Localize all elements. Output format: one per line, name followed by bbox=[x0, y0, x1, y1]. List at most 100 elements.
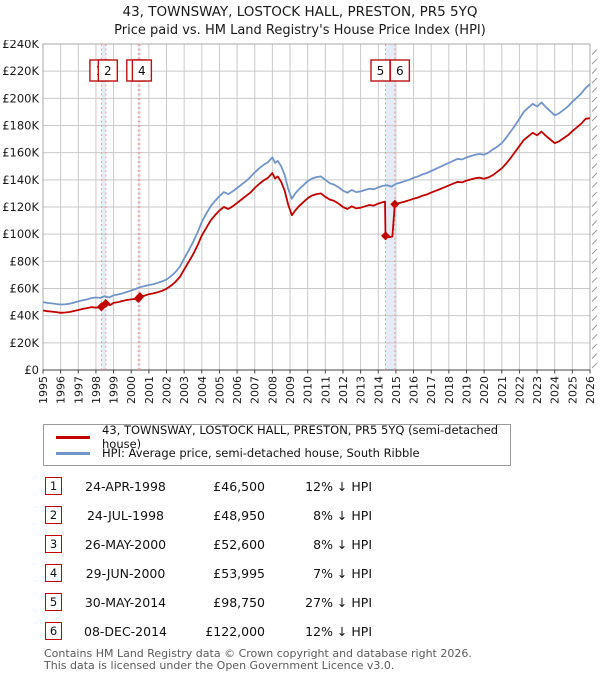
x-axis-label: 2001 bbox=[143, 376, 156, 404]
transaction-vs-hpi: 8% ↓ HPI bbox=[313, 537, 372, 552]
x-axis-labels: 1995 1996 1997 1998 1999 2000 2001 2002 2003 2004… bbox=[37, 376, 597, 404]
hatch-mark bbox=[591, 134, 598, 141]
transaction-number-badge: 2 bbox=[45, 506, 62, 524]
transaction-row: 1 24-APR-1998 £46,500 12% ↓ HPI bbox=[0, 472, 600, 501]
legend-item-hpi-label: HPI: Average price, semi-detached house,… bbox=[102, 446, 420, 460]
x-axis-label: 1997 bbox=[72, 376, 85, 404]
x-axis-label: 2019 bbox=[460, 376, 473, 404]
transaction-row: 3 26-MAY-2000 £52,600 8% ↓ HPI bbox=[0, 530, 600, 559]
footer-line-2: This data is licensed under the Open Gov… bbox=[44, 658, 395, 672]
hatch-mark bbox=[591, 68, 598, 74]
hatch-mark bbox=[591, 191, 598, 198]
transaction-date: 24-JUL-1998 bbox=[86, 508, 164, 523]
hatch-mark bbox=[591, 144, 598, 150]
y-axis-label: £40K bbox=[10, 309, 40, 323]
x-axis-label: 1998 bbox=[90, 376, 103, 404]
hatch-mark bbox=[591, 229, 598, 236]
hatch-mark bbox=[591, 343, 598, 350]
y-axis-label: £140K bbox=[2, 173, 39, 187]
x-axis-label: 2002 bbox=[161, 376, 174, 404]
x-axis-label: 2006 bbox=[231, 376, 244, 404]
price-history-chart: 123456£0£20K£40K£60K£80K£100K£120K£140K£… bbox=[2, 40, 598, 404]
y-axis-label: £240K bbox=[2, 40, 39, 51]
hatch-mark bbox=[591, 49, 598, 55]
transaction-row: 6 08-DEC-2014 £122,000 12% ↓ HPI bbox=[0, 617, 600, 646]
transaction-number-badge: 4 bbox=[45, 564, 62, 582]
footer-line-1: Contains HM Land Registry data © Crown c… bbox=[44, 647, 472, 660]
x-axis-label: 2010 bbox=[302, 376, 315, 404]
hatch-mark bbox=[591, 220, 598, 226]
property-line bbox=[42, 117, 591, 314]
x-axis-label: 1999 bbox=[108, 376, 121, 404]
future-hatch bbox=[591, 49, 598, 369]
y-axis-label: £60K bbox=[10, 282, 40, 296]
event-label-box bbox=[131, 59, 153, 82]
hatch-mark bbox=[591, 286, 598, 293]
x-axis-ticks bbox=[42, 370, 591, 374]
x-axis-label: 2020 bbox=[478, 376, 491, 404]
transaction-number-badge: 1 bbox=[45, 477, 62, 495]
hatch-mark bbox=[591, 362, 598, 369]
transaction-price: £98,750 bbox=[213, 595, 265, 610]
property-line-swatch bbox=[56, 435, 90, 439]
y-axis-label: £0 bbox=[24, 363, 39, 377]
y-axis-label: £80K bbox=[10, 254, 40, 268]
x-axis-label: 2026 bbox=[584, 376, 597, 404]
page-title: 43, TOWNSWAY, LOSTOCK HALL, PRESTON, PR5… bbox=[122, 4, 478, 20]
x-axis-label: 2024 bbox=[549, 376, 562, 404]
page-subtitle: Price paid vs. HM Land Registry's House … bbox=[114, 23, 486, 38]
legend-item-property-label: 43, TOWNSWAY, LOSTOCK HALL, PRESTON, PR5… bbox=[102, 423, 499, 451]
transaction-date: 29-JUN-2000 bbox=[85, 566, 166, 581]
sale-marker bbox=[390, 199, 400, 209]
event-label-number: 5 bbox=[377, 64, 385, 78]
x-axis-label: 2007 bbox=[249, 376, 262, 404]
hatch-mark bbox=[591, 125, 598, 131]
event-label-number: 4 bbox=[138, 64, 146, 78]
hatch-mark bbox=[591, 96, 598, 103]
transaction-vs-hpi: 7% ↓ HPI bbox=[313, 566, 372, 581]
transaction-row: 5 30-MAY-2014 £98,750 27% ↓ HPI bbox=[0, 588, 600, 617]
hatch-mark bbox=[591, 277, 598, 283]
legend-item-hpi: HPI: Average price, semi-detached house,… bbox=[52, 445, 502, 461]
transaction-date: 26-MAY-2000 bbox=[84, 537, 167, 552]
x-axis-label: 2016 bbox=[408, 376, 421, 404]
x-axis-label: 2017 bbox=[425, 376, 438, 404]
y-axis-label: £100K bbox=[2, 227, 39, 241]
x-axis-label: 1996 bbox=[55, 376, 68, 404]
hatch-mark bbox=[591, 334, 598, 340]
hatch-mark bbox=[591, 163, 598, 169]
transaction-vs-hpi: 12% ↓ HPI bbox=[305, 624, 372, 639]
transaction-price: £122,000 bbox=[205, 624, 265, 639]
license-footer: Contains HM Land Registry data © Crown c… bbox=[44, 648, 472, 671]
hatch-mark bbox=[591, 239, 598, 245]
y-axis-label: £120K bbox=[2, 200, 39, 214]
x-axis-label: 2021 bbox=[496, 376, 509, 404]
transaction-vs-hpi: 27% ↓ HPI bbox=[305, 595, 372, 610]
y-axis-labels: £0 £20K £40K £60K £80K £100K £120K £140K £160K £1… bbox=[2, 40, 39, 377]
transaction-number-badge: 6 bbox=[45, 622, 62, 640]
sale-marker bbox=[380, 231, 390, 241]
hatch-mark bbox=[591, 210, 598, 217]
event-label-number: 6 bbox=[396, 64, 404, 78]
x-axis-label: 2018 bbox=[443, 376, 456, 404]
x-axis-label: 2025 bbox=[566, 376, 579, 404]
hatch-mark bbox=[591, 58, 598, 65]
sale-marker bbox=[101, 299, 111, 309]
hatch-mark bbox=[591, 296, 598, 302]
transaction-price: £52,600 bbox=[213, 537, 265, 552]
hatch-mark bbox=[591, 258, 598, 264]
hatch-mark bbox=[591, 267, 598, 274]
chart-legend: 43, TOWNSWAY, LOSTOCK HALL, PRESTON, PR5… bbox=[43, 423, 511, 466]
x-axis-label: 2014 bbox=[372, 376, 385, 404]
transaction-date: 30-MAY-2014 bbox=[84, 595, 167, 610]
transaction-vs-hpi: 12% ↓ HPI bbox=[305, 479, 372, 494]
hatch-mark bbox=[591, 115, 598, 122]
x-axis-label: 2005 bbox=[213, 376, 226, 404]
x-axis-label: 1995 bbox=[37, 376, 50, 404]
hatch-mark bbox=[591, 87, 598, 93]
x-axis-label: 2012 bbox=[337, 376, 350, 404]
x-axis-label: 2008 bbox=[266, 376, 279, 404]
hpi-line bbox=[42, 83, 591, 306]
event-label-box bbox=[389, 59, 411, 82]
y-axis-label: £220K bbox=[2, 64, 39, 78]
